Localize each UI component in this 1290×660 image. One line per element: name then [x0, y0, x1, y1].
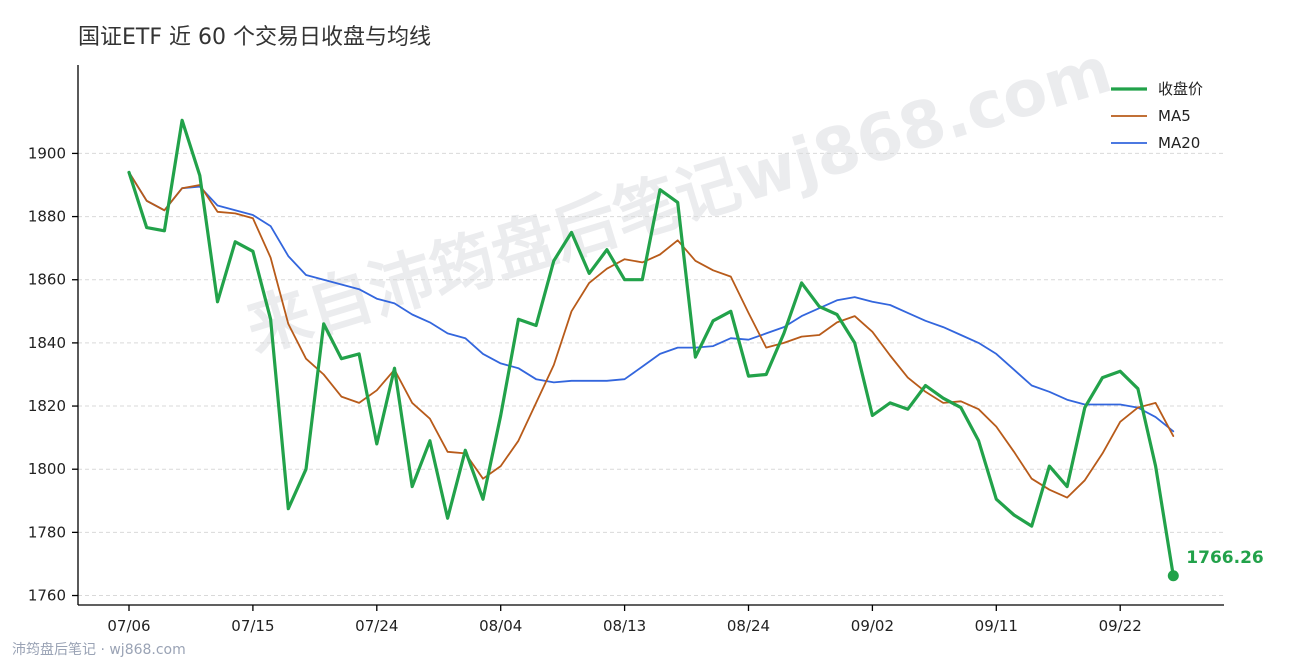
y-tick-label: 1820 — [28, 397, 66, 415]
grid-layer — [78, 152, 1224, 597]
x-tick-label: 07/24 — [355, 617, 398, 635]
series-line-ma20 — [128, 171, 1175, 433]
axes-layer: 1760 1780 1800 1820 1840 1860 1880 1900 07/06 07/… — [28, 65, 1224, 635]
y-tick-label: 1800 — [28, 460, 66, 478]
watermark-text: 来自沛筠盘后笔记wj868.com — [238, 34, 1120, 368]
x-tick-label: 09/22 — [1099, 617, 1142, 635]
x-tick-label: 08/24 — [727, 617, 770, 635]
series-line-close — [127, 118, 1175, 578]
x-tick-label: 07/06 — [107, 617, 150, 635]
y-tick-label: 1880 — [28, 208, 66, 226]
last-close-point — [1167, 570, 1179, 582]
series-line-ma5 — [128, 171, 1175, 499]
x-tick-label: 09/02 — [851, 617, 894, 635]
x-tick-label: 07/15 — [231, 617, 274, 635]
legend-label: 收盘价 — [1158, 80, 1203, 98]
footer-credit: 沛筠盘后笔记 · wj868.com — [12, 641, 186, 658]
annotation-layer: 1766.26 — [1167, 548, 1264, 582]
chart-title: 国证ETF 近 60 个交易日收盘与均线 — [78, 25, 431, 50]
legend-label: MA20 — [1158, 134, 1200, 152]
y-tick-label: 1760 — [28, 587, 66, 605]
y-tick-label: 1840 — [28, 334, 66, 352]
x-tick-label: 09/11 — [975, 617, 1018, 635]
legend-label: MA5 — [1158, 107, 1191, 125]
x-tick-label: 08/13 — [603, 617, 646, 635]
last-close-label: 1766.26 — [1186, 548, 1263, 568]
series-layer — [127, 118, 1175, 578]
legend: 收盘价 MA5 MA20 — [1111, 80, 1203, 152]
x-tick-label: 08/04 — [479, 617, 522, 635]
y-tick-label: 1860 — [28, 271, 66, 289]
y-tick-label: 1780 — [28, 523, 66, 541]
y-tick-label: 1900 — [28, 144, 66, 162]
